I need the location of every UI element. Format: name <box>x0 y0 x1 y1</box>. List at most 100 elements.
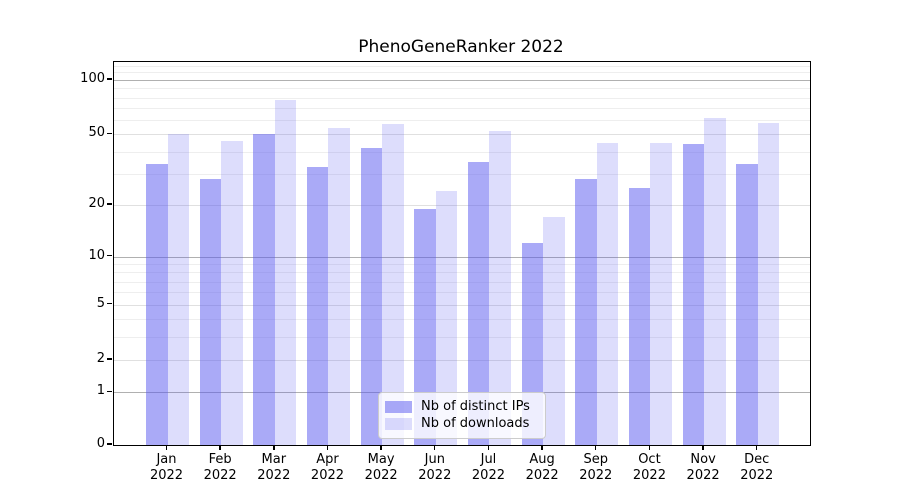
x-tick-month: Mar <box>261 452 287 467</box>
x-tick-mark <box>541 445 543 451</box>
x-tick-month: Sep <box>583 452 609 467</box>
bar-nov-s1 <box>704 117 726 445</box>
x-tick-year: 2022 <box>471 468 505 483</box>
x-tick-mark <box>487 445 490 451</box>
y-tick-mark <box>107 203 112 205</box>
gridline <box>114 359 810 361</box>
plot-area: Nb of distinct IPs Nb of downloads <box>113 61 811 446</box>
gridline <box>114 108 810 110</box>
bar-feb-s0 <box>199 179 222 445</box>
bar-jul-s1 <box>489 131 511 445</box>
x-tick-year: 2022 <box>418 468 452 483</box>
x-tick-label-feb: Feb 2022 <box>188 452 252 484</box>
x-tick-label-may: May 2022 <box>349 452 413 484</box>
legend-swatch-distinct-ips <box>385 400 412 413</box>
legend-item-downloads: Nb of downloads <box>385 415 537 432</box>
x-tick-label-nov: Nov 2022 <box>671 452 735 484</box>
gridline <box>114 80 810 81</box>
gridline <box>114 174 810 176</box>
bar-jun-s1 <box>435 191 458 445</box>
bar-sep-s0 <box>575 179 597 445</box>
gridline <box>114 281 810 283</box>
bar-dec-s1 <box>757 122 780 445</box>
bar-mar-s1 <box>274 99 297 445</box>
bar-sep-s1 <box>596 142 619 445</box>
x-tick-month: Oct <box>638 452 661 467</box>
y-tick-label: 100 <box>80 71 105 86</box>
gridline <box>114 304 810 306</box>
x-tick-year: 2022 <box>257 468 291 483</box>
gridline <box>114 134 810 136</box>
chart-title: PhenoGeneRanker 2022 <box>358 37 564 57</box>
x-tick-month: Dec <box>744 452 770 467</box>
x-tick-year: 2022 <box>632 468 666 483</box>
x-tick-year: 2022 <box>310 468 345 483</box>
bar-apr-s1 <box>328 128 350 445</box>
legend-item-distinct-ips: Nb of distinct IPs <box>385 398 537 415</box>
y-tick-label: 2 <box>96 350 105 366</box>
x-tick-label-jan: Jan 2022 <box>135 452 199 484</box>
x-tick-mark <box>434 445 436 451</box>
gridline <box>114 337 810 339</box>
x-tick-label-aug: Aug 2022 <box>510 452 574 484</box>
bar-may-s0 <box>360 147 383 445</box>
y-tick-label: 1 <box>96 383 105 399</box>
x-tick-year: 2022 <box>525 468 559 483</box>
bar-apr-s0 <box>306 166 329 445</box>
gridline <box>114 264 810 266</box>
x-tick-month: Jan <box>156 452 177 467</box>
gridline <box>114 72 810 74</box>
x-tick-year: 2022 <box>579 468 613 483</box>
x-tick-month: Jul <box>480 452 497 467</box>
y-tick-mark <box>107 78 112 80</box>
bar-jun-s0 <box>414 208 436 445</box>
x-tick-month: Apr <box>316 452 339 467</box>
x-tick-mark <box>273 445 275 451</box>
y-tick-mark <box>107 358 112 360</box>
bar-jan-s0 <box>146 164 168 445</box>
x-tick-mark <box>219 445 221 451</box>
y-tick-label: 10 <box>88 247 105 263</box>
legend-swatch-downloads <box>385 417 412 430</box>
y-tick-mark <box>107 390 112 392</box>
x-tick-month: Aug <box>529 452 555 467</box>
y-tick-label: 0 <box>96 436 105 451</box>
x-tick-mark <box>595 445 597 451</box>
bar-oct-s1 <box>650 142 672 445</box>
bar-dec-s0 <box>736 164 758 445</box>
bar-oct-s0 <box>628 188 651 445</box>
bar-jan-s1 <box>167 134 189 445</box>
x-tick-year: 2022 <box>364 468 398 483</box>
gridline <box>114 205 810 207</box>
x-tick-year: 2022 <box>203 468 237 483</box>
legend-label-distinct-ips: Nb of distinct IPs <box>421 399 530 414</box>
gridline <box>114 319 810 321</box>
bar-mar-s0 <box>253 134 275 445</box>
x-tick-label-jun: Jun 2022 <box>403 452 467 484</box>
x-tick-mark <box>702 445 704 451</box>
bar-aug-s1 <box>543 217 565 445</box>
x-tick-label-jul: Jul 2022 <box>456 452 520 484</box>
bar-feb-s1 <box>221 140 243 445</box>
x-tick-mark <box>380 445 382 451</box>
x-tick-month: Jun <box>424 452 445 467</box>
x-tick-year: 2022 <box>686 468 720 483</box>
y-tick-mark <box>107 254 112 257</box>
x-tick-month: May <box>367 452 395 467</box>
x-tick-label-oct: Oct 2022 <box>617 452 681 484</box>
x-tick-month: Feb <box>208 452 232 467</box>
x-tick-mark <box>648 445 651 451</box>
bar-nov-s0 <box>682 144 705 445</box>
gridline <box>114 88 810 90</box>
x-tick-year: 2022 <box>740 468 774 483</box>
x-tick-month: Nov <box>690 452 716 467</box>
y-tick-mark <box>107 132 112 135</box>
y-tick-label: 20 <box>88 196 105 212</box>
x-tick-label-dec: Dec 2022 <box>725 452 789 484</box>
bar-may-s1 <box>382 124 404 445</box>
y-tick-mark <box>107 443 112 445</box>
gridline <box>114 151 810 153</box>
gridline <box>114 272 810 274</box>
bar-jul-s0 <box>467 162 490 445</box>
